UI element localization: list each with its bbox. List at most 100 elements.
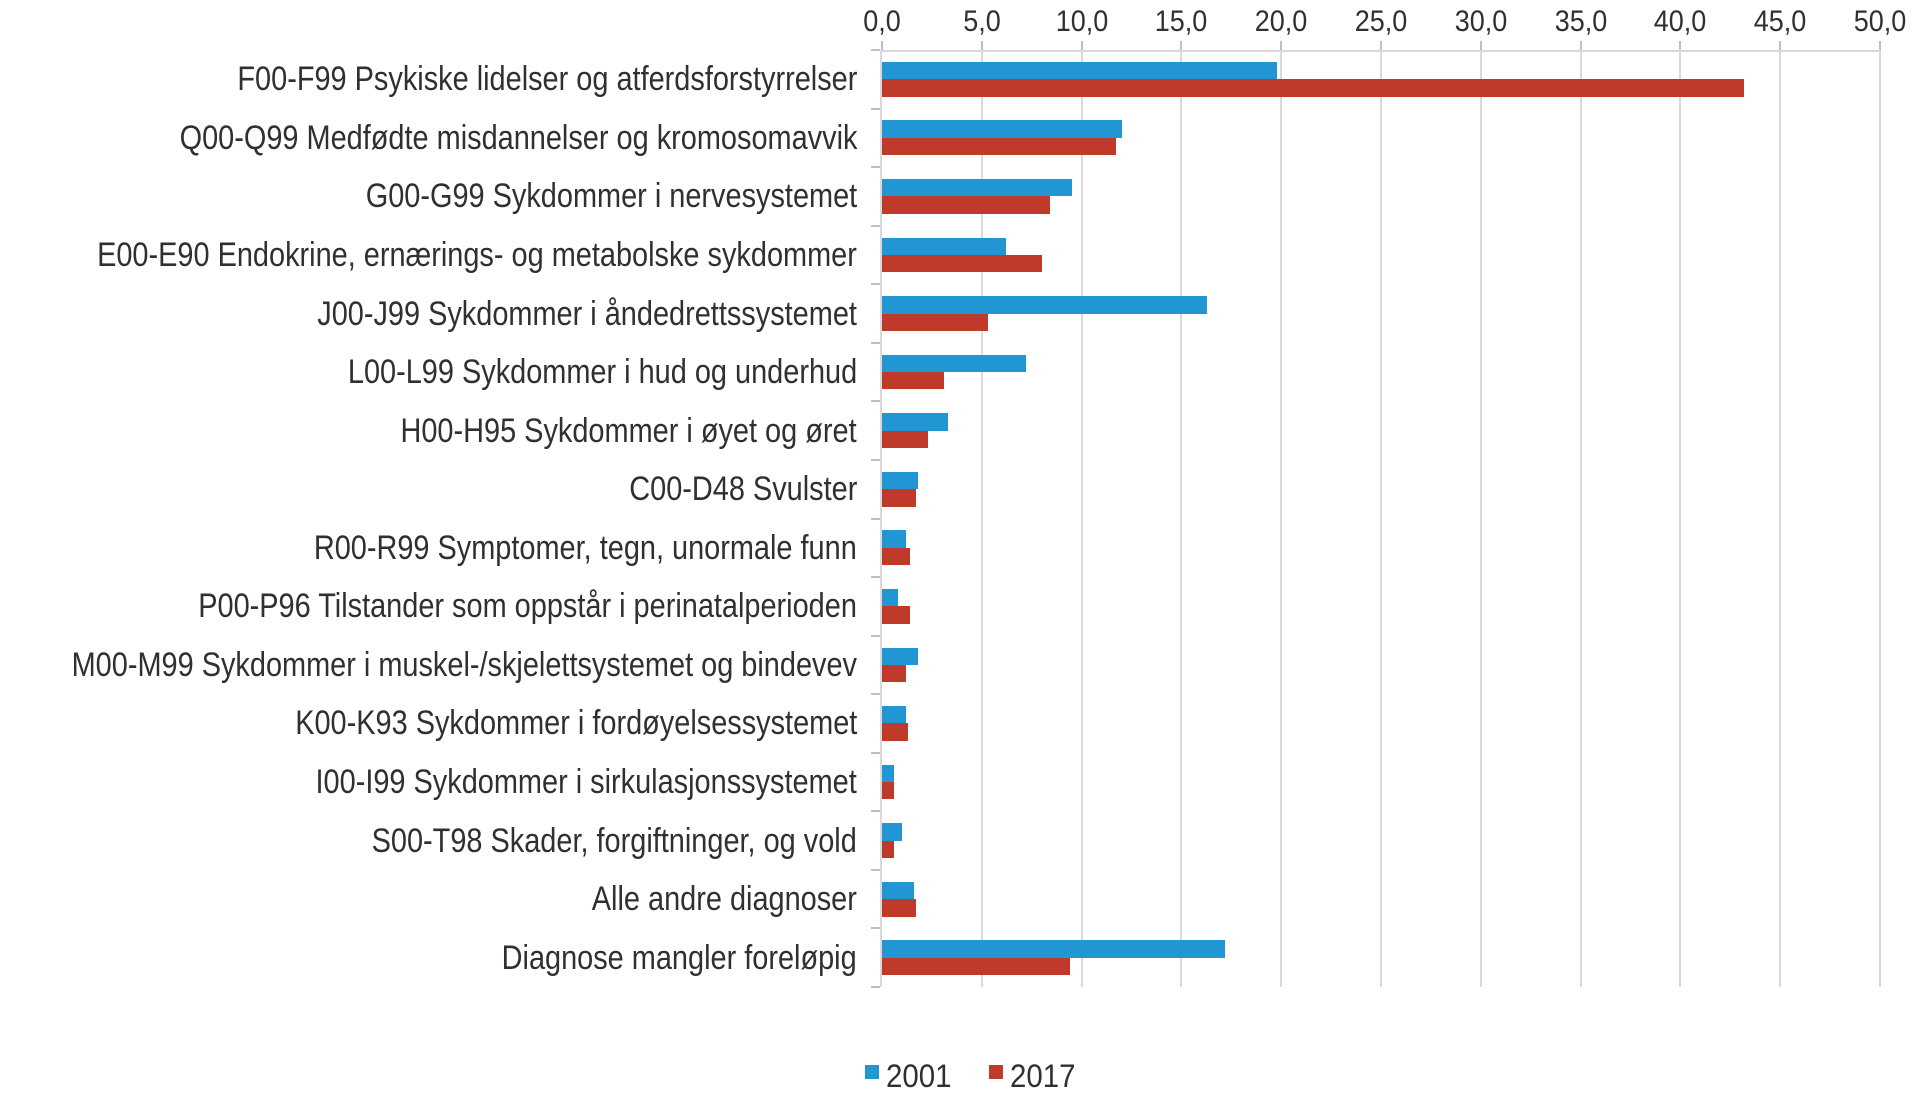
bar-2001: [882, 823, 902, 841]
gridline: [1580, 50, 1582, 987]
category-label: E00-E90 Endokrine, ernærings- og metabol…: [97, 235, 857, 274]
category-label: K00-K93 Sykdommer i fordøyelsessystemet: [294, 704, 857, 743]
x-tick-label: 30,0: [1454, 5, 1508, 38]
x-tick-label: 40,0: [1654, 5, 1707, 38]
legend: 2001 2017: [13, 1056, 1920, 1096]
gridline: [1380, 50, 1382, 987]
x-tick-label: 15,0: [1155, 5, 1208, 38]
x-tick-label: 10,0: [1055, 5, 1108, 38]
bar-2001: [882, 179, 1072, 197]
y-axis-tick: [871, 225, 880, 227]
x-tick-label: 50,0: [1853, 5, 1907, 38]
x-axis-tick: [1081, 41, 1083, 50]
bar-2001: [882, 588, 898, 607]
legend-label-2001: 2001: [885, 1058, 952, 1094]
bar-2001: [882, 237, 1006, 255]
bar-2001: [882, 881, 914, 900]
y-axis-tick: [871, 518, 880, 520]
y-axis-tick: [871, 869, 880, 871]
gridline: [1180, 50, 1182, 987]
x-axis-tick: [1679, 41, 1681, 50]
bar-2017: [882, 606, 910, 624]
bar-2017: [882, 372, 944, 390]
bar-2017: [882, 957, 1070, 976]
y-axis-tick: [871, 166, 880, 168]
bar-2017: [882, 547, 910, 566]
bar-2017: [882, 313, 988, 331]
category-label: Q00-Q99 Medfødte misdannelser og kromoso…: [179, 118, 857, 157]
bar-row: [882, 928, 1880, 987]
bar-row: [882, 519, 1880, 578]
category-label: R00-R99 Symptomer, tegn, unormale funn: [314, 528, 857, 567]
bar-2001: [882, 940, 1226, 958]
bar-2001: [882, 120, 1122, 138]
bar-row: [882, 401, 1880, 460]
bar-row: [882, 167, 1880, 226]
y-axis-tick: [871, 986, 880, 988]
bar-2001: [882, 530, 906, 548]
bar-2001: [882, 706, 906, 724]
category-label: Diagnose mangler foreløpig: [501, 938, 857, 977]
bar-2017: [882, 840, 894, 858]
y-axis-tick: [871, 400, 880, 402]
bar-2001: [882, 61, 1278, 80]
legend-swatch-2017: [989, 1065, 1003, 1079]
x-axis-tick: [981, 41, 983, 50]
y-axis-tick: [871, 49, 880, 51]
bar-2001: [882, 413, 948, 431]
y-axis-tick: [871, 576, 880, 578]
bar-2017: [882, 899, 916, 917]
bar-row: [882, 50, 1880, 109]
bar-2017: [882, 664, 906, 683]
bar-row: [882, 694, 1880, 753]
axis-line-left: [880, 50, 882, 987]
legend-swatch-2001: [864, 1065, 879, 1079]
category-label: J00-J99 Sykdommer i åndedrettssystemet: [317, 294, 857, 333]
x-axis-tick: [1180, 41, 1182, 50]
bar-row: [882, 870, 1880, 929]
bar-2001: [882, 764, 894, 783]
y-axis-tick: [871, 752, 880, 754]
bar-row: [882, 343, 1880, 402]
gridline: [1280, 50, 1282, 987]
bar-row: [882, 577, 1880, 636]
gridline: [1679, 50, 1681, 987]
y-axis-tick: [871, 927, 880, 929]
y-axis-tick: [871, 810, 880, 812]
category-label: S00-T98 Skader, forgiftninger, og vold: [371, 821, 857, 860]
plot-area: [871, 41, 1881, 988]
gridline: [1480, 50, 1482, 987]
bar-row: [882, 284, 1880, 343]
category-label: Alle andre diagnoser: [591, 880, 857, 919]
x-axis-tick: [1280, 41, 1282, 50]
y-axis-tick: [871, 459, 880, 461]
bar-2001: [882, 296, 1208, 314]
bar-2001: [882, 354, 1026, 373]
y-axis-tick: [871, 108, 880, 110]
bar-row: [882, 226, 1880, 285]
category-label: C00-D48 Svulster: [628, 470, 857, 509]
x-axis-tick: [1480, 41, 1482, 50]
category-label: M00-M99 Sykdommer i muskel-/skjelettsyst…: [71, 645, 857, 684]
bar-2017: [882, 79, 1745, 97]
y-axis-tick: [871, 342, 880, 344]
category-label: P00-P96 Tilstander som oppstår i perinat…: [198, 587, 857, 626]
legend-item-2001: 2001: [864, 1056, 957, 1096]
bar-row: [882, 811, 1880, 870]
bar-row: [882, 753, 1880, 812]
gridline: [981, 50, 983, 987]
y-axis-tick: [871, 283, 880, 285]
category-label: I00-I99 Sykdommer i sirkulasjonssystemet: [315, 763, 857, 802]
bar-2017: [882, 723, 908, 741]
bar-2017: [882, 254, 1042, 273]
legend-label-2017: 2017: [1010, 1058, 1076, 1094]
category-label: L00-L99 Sykdommer i hud og underhud: [347, 353, 857, 392]
x-tick-label: 0,0: [863, 5, 901, 38]
legend-item-2017: 2017: [989, 1056, 1081, 1096]
x-axis-tick: [1879, 41, 1881, 50]
bar-2001: [882, 647, 918, 665]
gridline: [1081, 50, 1083, 987]
y-axis-tick: [871, 635, 880, 637]
category-label: G00-G99 Sykdommer i nervesystemet: [365, 177, 857, 216]
